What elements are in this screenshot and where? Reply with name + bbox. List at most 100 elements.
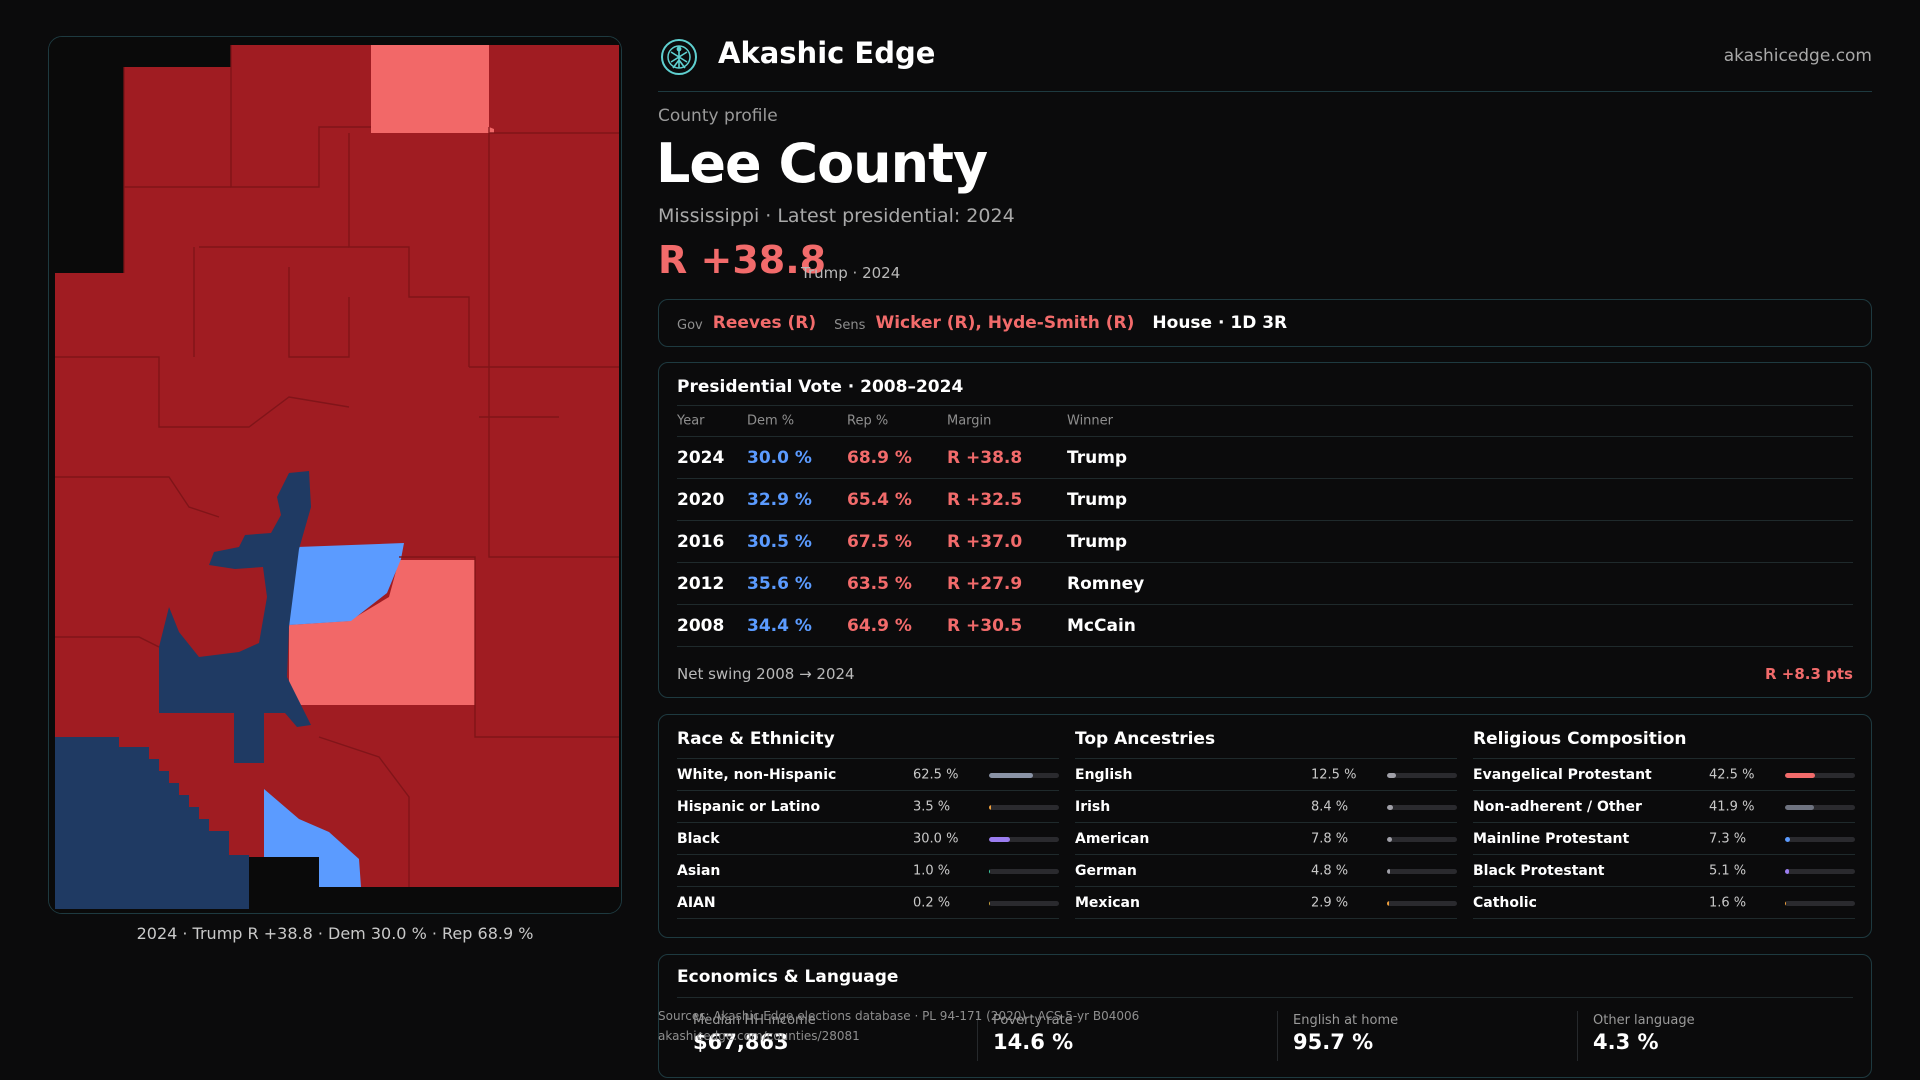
panel-title: Presidential Vote · 2008–2024 [677,377,964,397]
panel-title: Economics & Language [677,967,899,987]
bar-track [1785,772,1855,778]
precinct-lean-d-central[interactable] [289,543,404,625]
rep-cell: 68.9 % [847,447,912,468]
item-percent: 0.2 % [913,895,951,910]
stat-label: English at home [1293,1013,1399,1028]
item-percent: 1.0 % [913,863,951,878]
religion-column: Religious Composition Evangelical Protes… [1473,729,1855,919]
item-label: AIAN [677,894,716,911]
bar-track [1785,900,1855,906]
bar-fill [989,836,1010,842]
county-map[interactable] [48,36,622,914]
english-at-home-stat: English at home 95.7 % [1293,1013,1573,1054]
governor-label: Gov [677,317,703,333]
precinct-lean-r-central[interactable] [289,560,475,705]
stat-label: Other language [1593,1013,1695,1028]
governor-name: Reeves (R) [712,313,817,333]
item-percent: 41.9 % [1709,799,1755,814]
bar-fill [1785,804,1815,810]
net-swing: Net swing 2008 → 2024 R +8.3 pts [677,665,1853,683]
tree-of-life-icon[interactable] [660,38,698,76]
year-cell: 2008 [677,615,725,636]
margin-cell: R +38.8 [947,447,1023,468]
header: Akashic Edge akashicedge.com [658,30,1872,92]
table-row[interactable]: 2008 34.4 % 64.9 % R +30.5 McCain [677,605,1853,647]
list-item: Black Protestant 5.1 % [1473,855,1855,887]
precinct-lean-r-north[interactable] [371,45,494,133]
item-percent: 42.5 % [1709,767,1755,782]
item-percent: 7.8 % [1311,831,1349,846]
rep-cell: 64.9 % [847,615,912,636]
table-row[interactable]: 2024 30.0 % 68.9 % R +38.8 Trump [677,437,1853,479]
item-label: Irish [1075,798,1111,815]
bar-track [989,836,1059,842]
item-label: Hispanic or Latino [677,798,821,815]
item-label: American [1075,830,1150,847]
ancestries-column: Top Ancestries English 12.5 % Irish 8.4 % … [1075,729,1457,919]
map-caption: 2024 · Trump R +38.8 · Dem 30.0 % · Rep … [136,924,534,943]
stat-label: Median HH income [693,1013,816,1028]
table-row[interactable]: 2020 32.9 % 65.4 % R +32.5 Trump [677,479,1853,521]
officials-bar: Gov Reeves (R) Sens Wicker (R), Hyde-Smi… [658,299,1872,347]
item-label: Black [677,830,720,847]
year-cell: 2016 [677,531,725,552]
bar-track [989,868,1059,874]
page-title: Lee County [656,132,988,195]
rep-cell: 67.5 % [847,531,912,552]
margin-cell: R +37.0 [947,531,1023,552]
item-label: White, non-Hispanic [677,766,837,783]
headline-margin: R +38.8 [658,238,827,282]
item-percent: 7.3 % [1709,831,1747,846]
item-label: Catholic [1473,894,1537,911]
stat-label: Poverty rate [993,1013,1073,1028]
item-label: German [1075,862,1137,879]
column-header: Rep % [847,413,889,429]
item-percent: 3.5 % [913,799,951,814]
item-percent: 5.1 % [1709,863,1747,878]
source-url[interactable]: akashicedge.com/counties/28081 [658,1029,860,1043]
column-title: Race & Ethnicity [677,729,1059,759]
column-header: Year [677,413,705,429]
bar-fill [1785,868,1789,874]
item-percent: 4.8 % [1311,863,1349,878]
item-percent: 2.9 % [1311,895,1349,910]
precinct-safe-d-southwest[interactable] [55,737,249,909]
list-item: Catholic 1.6 % [1473,887,1855,919]
column-header: Winner [1067,413,1114,429]
race-ethnicity-column: Race & Ethnicity White, non-Hispanic 62.5… [677,729,1059,919]
margin-cell: R +32.5 [947,489,1023,510]
list-item: Asian 1.0 % [677,855,1059,887]
table-header: Year Dem % Rep % Margin Winner [677,405,1853,437]
sources-line: Sources: Akashic Edge elections database… [658,1009,1140,1023]
precinct-map-svg [49,37,621,913]
list-item: Evangelical Protestant 42.5 % [1473,759,1855,791]
item-label: Black Protestant [1473,862,1605,879]
table-row[interactable]: 2012 35.6 % 63.5 % R +27.9 Romney [677,563,1853,605]
bar-fill [1785,772,1815,778]
bar-track [1785,804,1855,810]
table-row[interactable]: 2016 30.5 % 67.5 % R +37.0 Trump [677,521,1853,563]
bar-fill [989,772,1033,778]
divider [677,997,1853,998]
item-label: Non-adherent / Other [1473,798,1642,815]
senators-label: Sens [834,317,866,333]
bar-track [1387,804,1457,810]
brand-name[interactable]: Akashic Edge [718,36,936,70]
bar-track [1387,868,1457,874]
list-item: AIAN 0.2 % [677,887,1059,919]
list-item: German 4.8 % [1075,855,1457,887]
item-percent: 1.6 % [1709,895,1747,910]
precinct-safe-d-central[interactable] [159,471,311,763]
column-header: Dem % [747,413,795,429]
net-swing-value: R +8.3 pts [1765,665,1853,683]
dem-cell: 35.6 % [747,573,812,594]
list-item: American 7.8 % [1075,823,1457,855]
vote-table: Year Dem % Rep % Margin Winner 2024 30.0… [677,405,1853,647]
site-link[interactable]: akashicedge.com [1723,46,1872,66]
economics-panel: Economics & Language Median HH income $6… [658,954,1872,1078]
item-percent: 62.5 % [913,767,959,782]
precinct-lean-d-south[interactable] [264,789,361,887]
item-percent: 12.5 % [1311,767,1357,782]
list-item: Mainline Protestant 7.3 % [1473,823,1855,855]
stat-value: 95.7 % [1293,1030,1374,1054]
